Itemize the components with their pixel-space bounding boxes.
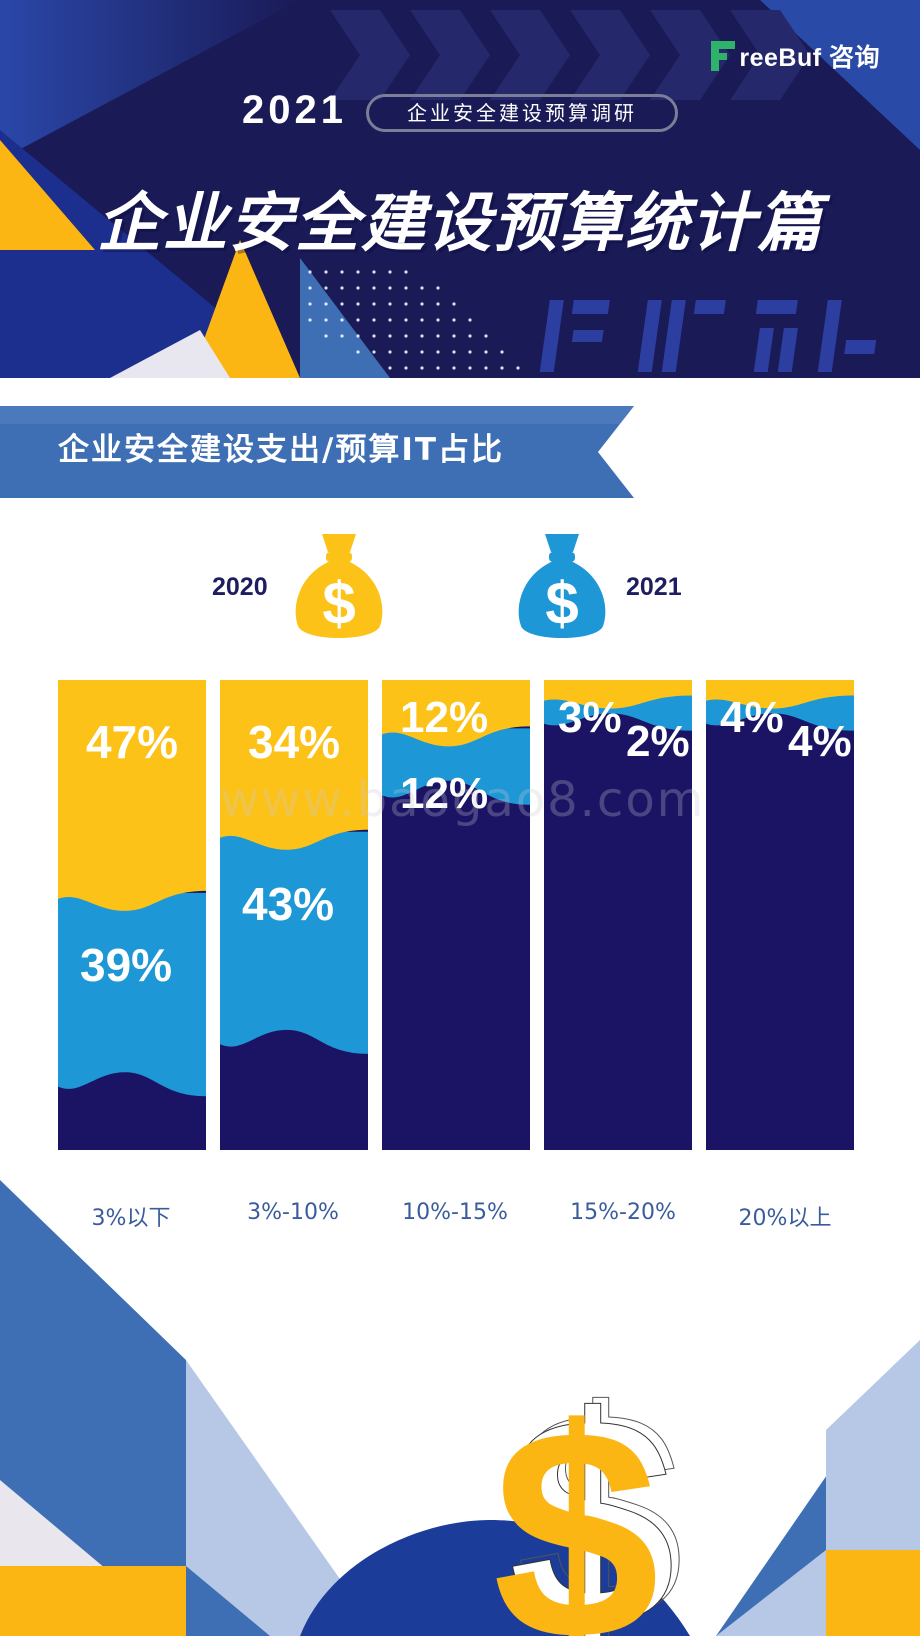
category-label: 15%-20%: [570, 1200, 676, 1225]
watermark: www.baogao8.com: [220, 772, 706, 828]
report-year: 2021: [242, 88, 347, 132]
header-background: [0, 0, 920, 378]
report-badge: 企业安全建设预算调研: [366, 94, 678, 132]
budget-share-chart: 47% 39% 34% 43% 12% 12% 3% 2% 4% 4%: [58, 680, 854, 1150]
footer-decoration: $ $ $: [0, 1180, 920, 1636]
brand-name: reeBuf 咨询: [739, 44, 880, 72]
freebuf-logo: reeBuf 咨询: [711, 38, 880, 74]
bar-segment-2021: [58, 892, 206, 1097]
legend-label-2020: 2020: [212, 573, 268, 601]
category-label: 3%-10%: [247, 1200, 339, 1225]
data-label-2020: 3%: [558, 693, 622, 742]
category-label: 10%-15%: [402, 1200, 508, 1225]
bar-segment-2020: [58, 680, 206, 911]
bar-segment-2020: [544, 680, 692, 709]
data-label-2020: 47%: [86, 716, 178, 768]
bar-background: [706, 680, 854, 1150]
data-label-2021: 39%: [80, 939, 172, 991]
data-label-2020: 4%: [720, 693, 784, 742]
money-bag-icon: $: [518, 534, 606, 638]
svg-text:$: $: [322, 570, 355, 637]
bar-segment-2021: [220, 831, 368, 1054]
data-label-2021: 4%: [788, 717, 852, 766]
dollar-sign-icon: $ $ $: [493, 1348, 684, 1636]
money-bag-icon: $: [295, 534, 383, 638]
freebuf-f-icon: [711, 41, 736, 71]
header-banner: reeBuf 咨询 2021 企业安全建设预算调研 企业安全建设预算统计篇: [0, 0, 920, 378]
bar-segment-2020: [706, 680, 854, 709]
svg-text:$: $: [493, 1366, 660, 1636]
data-label-2021: 43%: [242, 878, 334, 930]
bar-background: [544, 680, 692, 1150]
data-label-2021: 2%: [626, 717, 690, 766]
svg-text:$: $: [545, 570, 578, 637]
data-label-2020: 34%: [248, 716, 340, 768]
data-label-2020: 12%: [400, 693, 488, 742]
page-title: 企业安全建设预算统计篇: [97, 187, 823, 261]
bar-segment-2020: [382, 680, 530, 747]
section-ribbon: [0, 406, 634, 498]
legend-label-2021: 2021: [626, 573, 682, 601]
svg-text:$: $: [517, 1348, 684, 1636]
svg-text:$: $: [509, 1354, 676, 1636]
data-label-2021: 12%: [400, 769, 488, 818]
category-label: 20%以上: [738, 1206, 832, 1231]
bar-segment-2021: [382, 728, 530, 805]
section-title: 企业安全建设支出/预算IT占比: [58, 432, 505, 468]
category-label: 3%以下: [91, 1206, 171, 1231]
bar-segment-2020: [220, 680, 368, 850]
